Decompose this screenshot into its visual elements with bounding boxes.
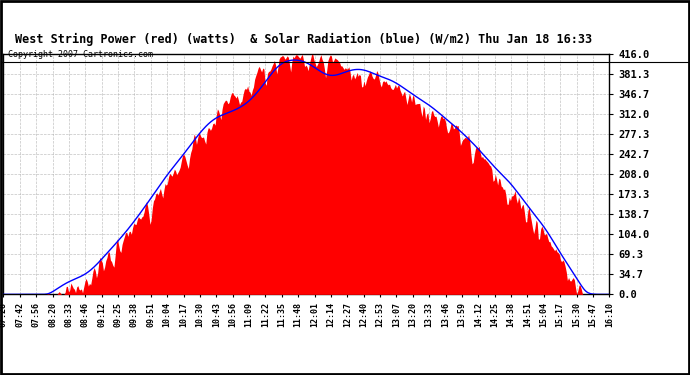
Text: Copyright 2007 Cartronics.com: Copyright 2007 Cartronics.com: [8, 50, 153, 59]
Text: West String Power (red) (watts)  & Solar Radiation (blue) (W/m2) Thu Jan 18 16:3: West String Power (red) (watts) & Solar …: [15, 33, 592, 46]
